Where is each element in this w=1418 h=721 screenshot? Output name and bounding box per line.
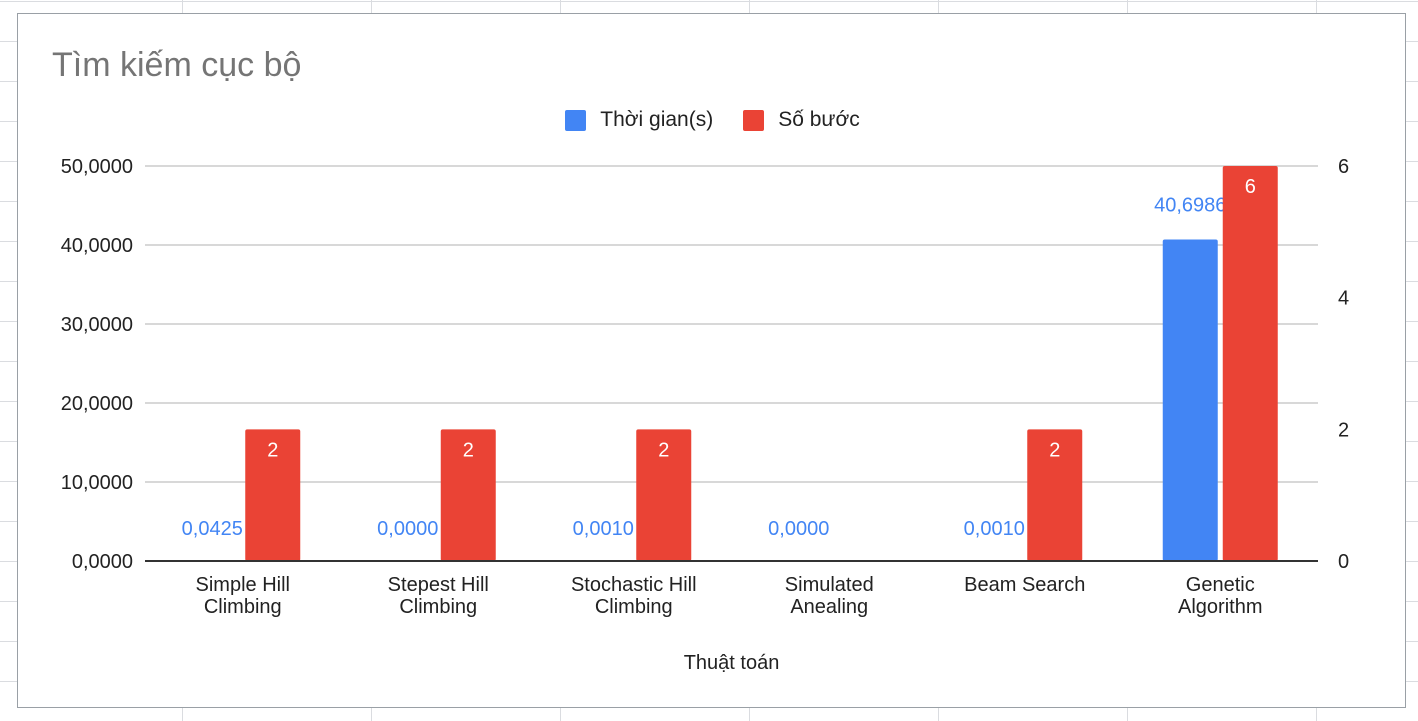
legend-item-time[interactable]: Thời gian(s) <box>565 108 713 132</box>
y2-axis-tick-label: 4 <box>1338 288 1349 310</box>
x-axis-category-label: Simulated <box>785 574 874 596</box>
bar-time <box>1162 239 1218 561</box>
data-label-time: 0,0000 <box>377 518 438 540</box>
y2-axis-tick-label: 0 <box>1338 551 1349 573</box>
x-axis-title: Thuật toán <box>684 652 780 674</box>
x-axis-category-label: Beam Search <box>964 574 1085 596</box>
y-axis-tick-label: 20,0000 <box>61 393 133 415</box>
legend-swatch-time <box>565 109 587 131</box>
bar-steps <box>1222 166 1278 561</box>
y-axis-tick-label: 0,0000 <box>72 551 133 573</box>
legend-item-steps[interactable]: Số bước <box>743 108 860 132</box>
x-axis-category-label: Simple Hill <box>196 574 290 596</box>
legend-label-time: Thời gian(s) <box>600 108 714 131</box>
y-axis-tick-label: 10,0000 <box>61 472 133 494</box>
data-label-time: 0,0010 <box>964 518 1025 540</box>
x-axis-category-label: Stochastic Hill <box>571 574 697 596</box>
data-label-time: 0,0000 <box>768 518 829 540</box>
data-label-time: 0,0010 <box>573 518 634 540</box>
data-label-steps: 2 <box>267 439 278 461</box>
chart-title: Tìm kiếm cục bộ <box>52 46 302 84</box>
x-axis-category-label: Genetic <box>1186 574 1255 596</box>
y-axis-tick-label: 50,0000 <box>61 156 133 178</box>
data-label-time: 40,6986 <box>1154 194 1226 216</box>
x-axis-category-label: Algorithm <box>1178 596 1262 618</box>
legend-label-steps: Số bước <box>778 108 860 131</box>
chart-container[interactable]: Tìm kiếm cục bộ Thời gian(s) Số bước 0,0… <box>17 13 1406 708</box>
chart-legend: Thời gian(s) Số bước <box>18 108 1407 132</box>
bar-steps <box>1027 429 1083 561</box>
legend-swatch-steps <box>743 109 765 131</box>
x-axis-category-label: Climbing <box>399 596 477 618</box>
y2-axis-tick-label: 6 <box>1338 156 1349 178</box>
x-axis-category-label: Climbing <box>204 596 282 618</box>
data-label-steps: 2 <box>463 439 474 461</box>
data-label-time: 0,0425 <box>182 518 243 540</box>
x-axis-category-label: Anealing <box>790 596 868 618</box>
bar-steps <box>245 429 301 561</box>
data-label-steps: 2 <box>658 439 669 461</box>
bar-steps <box>636 429 692 561</box>
x-axis-category-label: Stepest Hill <box>388 574 489 596</box>
y-axis-tick-label: 40,0000 <box>61 235 133 257</box>
y-axis-tick-label: 30,0000 <box>61 314 133 336</box>
data-label-steps: 2 <box>1049 439 1060 461</box>
chart-plot: 0,000010,000020,000030,000040,000050,000… <box>61 156 1349 674</box>
data-label-steps: 6 <box>1245 176 1256 198</box>
bar-steps <box>440 429 496 561</box>
x-axis-category-label: Climbing <box>595 596 673 618</box>
y2-axis-tick-label: 2 <box>1338 419 1349 441</box>
